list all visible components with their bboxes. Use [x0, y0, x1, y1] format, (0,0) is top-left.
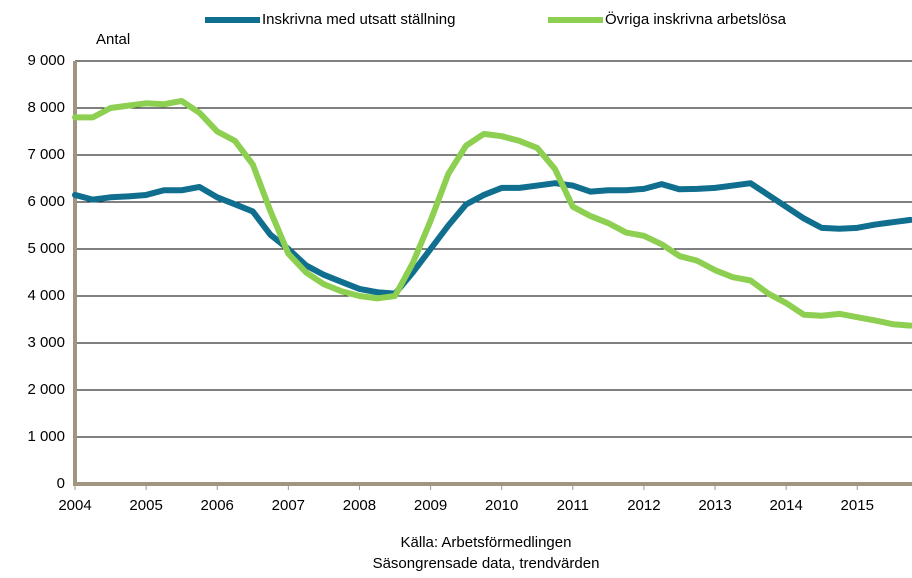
x-tick-label: 2014 [769, 497, 802, 514]
y-tick-label: 2 000 [27, 381, 65, 398]
y-tick-label: 1 000 [27, 428, 65, 445]
y-axis-label: Antal [96, 31, 130, 48]
x-tick-label: 2007 [272, 497, 305, 514]
source-note: Säsongrensade data, trendvärden [373, 555, 600, 572]
x-tick-label: 2006 [201, 497, 234, 514]
y-tick-label: 3 000 [27, 334, 65, 351]
x-tick-label: 2005 [129, 497, 162, 514]
source-note: Källa: Arbetsförmedlingen [401, 534, 572, 551]
y-tick-label: 7 000 [27, 146, 65, 163]
x-tick-label: 2015 [841, 497, 874, 514]
y-tick-label: 5 000 [27, 240, 65, 257]
x-tick-label: 2010 [485, 497, 518, 514]
y-tick-label: 9 000 [27, 52, 65, 69]
x-tick-label: 2012 [627, 497, 660, 514]
legend-label: Inskrivna med utsatt ställning [262, 11, 455, 28]
y-tick-label: 0 [57, 475, 65, 492]
y-tick-label: 4 000 [27, 287, 65, 304]
x-tick-label: 2013 [698, 497, 731, 514]
x-tick-label: 2011 [557, 497, 589, 514]
y-tick-label: 8 000 [27, 99, 65, 116]
legend-label: Övriga inskrivna arbetslösa [605, 10, 787, 28]
y-tick-label: 6 000 [27, 193, 65, 210]
series-line [72, 97, 912, 329]
series-line [72, 180, 912, 297]
x-tick-label: 2009 [414, 497, 447, 514]
x-tick-label: 2004 [58, 497, 91, 514]
x-tick-label: 2008 [343, 497, 376, 514]
